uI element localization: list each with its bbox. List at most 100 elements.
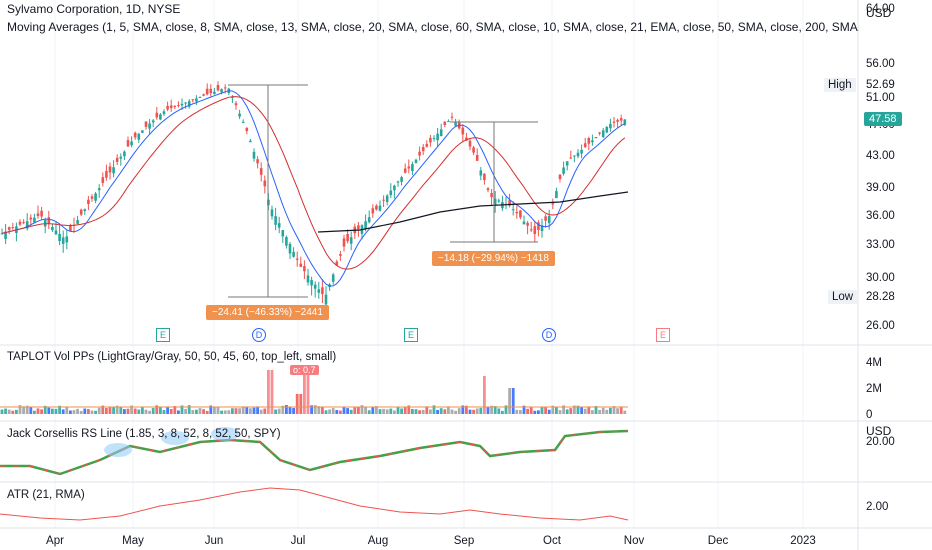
atr-tick-label: 2.00 [866, 501, 888, 513]
candle-body [526, 222, 529, 226]
candle-body [418, 151, 421, 156]
volume-bar [216, 406, 220, 414]
candle-body [317, 289, 321, 293]
candle-body [310, 280, 313, 286]
volume-bar [187, 405, 191, 414]
volume-bar [551, 405, 555, 414]
volume-bar [349, 409, 353, 414]
volume-bar [508, 388, 511, 414]
earnings-event-icon[interactable]: E [404, 328, 418, 342]
volume-bar [36, 408, 40, 414]
candle-body [580, 149, 583, 154]
candle-body [346, 233, 349, 242]
volume-bar [598, 409, 601, 414]
candle-body [126, 140, 130, 147]
candle-body [483, 173, 486, 181]
volume-bar [249, 408, 252, 414]
candle-body [213, 91, 216, 95]
volume-bar [180, 405, 184, 414]
volume-bar [256, 406, 259, 414]
candle-body [407, 166, 411, 169]
candle-body [324, 294, 328, 305]
volume-bar [11, 410, 15, 414]
volume-bar [25, 405, 29, 414]
dividend-event-icon[interactable]: D [252, 328, 266, 342]
volume-bar [126, 408, 130, 414]
earnings-event-icon[interactable]: E [156, 328, 170, 342]
candle-body [47, 217, 51, 224]
candle-body [277, 223, 281, 228]
price-tick-label: 43.00 [866, 150, 895, 162]
volume-bar [79, 410, 83, 414]
candle-body [529, 229, 533, 231]
candle-body [331, 274, 335, 282]
candle-body [339, 254, 342, 256]
volume-bar [465, 405, 468, 414]
candle-body [594, 137, 598, 139]
volume-bar [328, 409, 331, 414]
volume-bar [29, 407, 33, 414]
volume-bar [501, 410, 504, 414]
volume-bar [112, 407, 115, 414]
volume-bar [497, 408, 501, 414]
dividend-event-icon[interactable]: D [542, 328, 556, 342]
candle-body [562, 167, 565, 174]
ma-fast-line [1, 90, 626, 287]
candle-body [205, 88, 209, 95]
time-axis-label: 2023 [790, 535, 816, 547]
time-axis-label: Nov [624, 535, 645, 547]
low-label: Low [828, 290, 858, 304]
volume-bar [65, 407, 69, 414]
candle-body [184, 102, 187, 104]
earnings-event-icon[interactable]: E [656, 328, 670, 342]
volume-bar [306, 370, 310, 414]
candle-body [25, 221, 29, 229]
volume-bar [148, 410, 151, 414]
time-axis-label: Sep [454, 535, 474, 547]
volume-bar [475, 408, 479, 414]
candle-body [425, 143, 429, 147]
candle-body [511, 209, 515, 211]
candle-body [335, 261, 339, 266]
candle-body [623, 119, 627, 125]
volume-bar [583, 408, 587, 414]
volume-bar [457, 408, 461, 414]
candle-body [94, 193, 97, 201]
volume-bar [151, 408, 155, 414]
volume-bar [335, 410, 339, 414]
volume-bar [159, 406, 162, 414]
volume-badge: o: 0.7 [290, 365, 319, 375]
candle-body [364, 221, 367, 229]
candle-body [40, 210, 43, 217]
candle-body [162, 111, 166, 115]
candle-body [216, 84, 220, 91]
volume-bar [619, 406, 623, 414]
ma-slow-line [317, 191, 629, 233]
candle-body [22, 222, 25, 224]
candle-body [378, 205, 382, 211]
volume-bar [317, 406, 321, 414]
candle-body [342, 238, 346, 247]
candle-body [133, 132, 137, 138]
candle-body [173, 105, 177, 107]
volume-bar [493, 406, 497, 414]
volume-bar [0, 409, 4, 414]
volume-bar [321, 406, 324, 414]
volume-bar [425, 406, 429, 414]
candle-body [389, 190, 393, 196]
candle-body [169, 105, 173, 109]
volume-bar [479, 407, 483, 414]
candle-body [187, 101, 191, 107]
price-tick-label: 39.00 [866, 182, 895, 194]
volume-bar [220, 410, 223, 414]
candle-body [306, 275, 310, 283]
candle-body [177, 105, 180, 107]
candle-body [619, 118, 623, 121]
candle-body [36, 213, 40, 216]
chart-title: Sylvamo Corporation, 1D, NYSE [7, 2, 181, 16]
high-label: High [824, 78, 856, 92]
volume-bar [601, 407, 605, 414]
volume-bar [241, 406, 245, 414]
candle-body [421, 146, 425, 152]
volume-bar [396, 407, 400, 414]
